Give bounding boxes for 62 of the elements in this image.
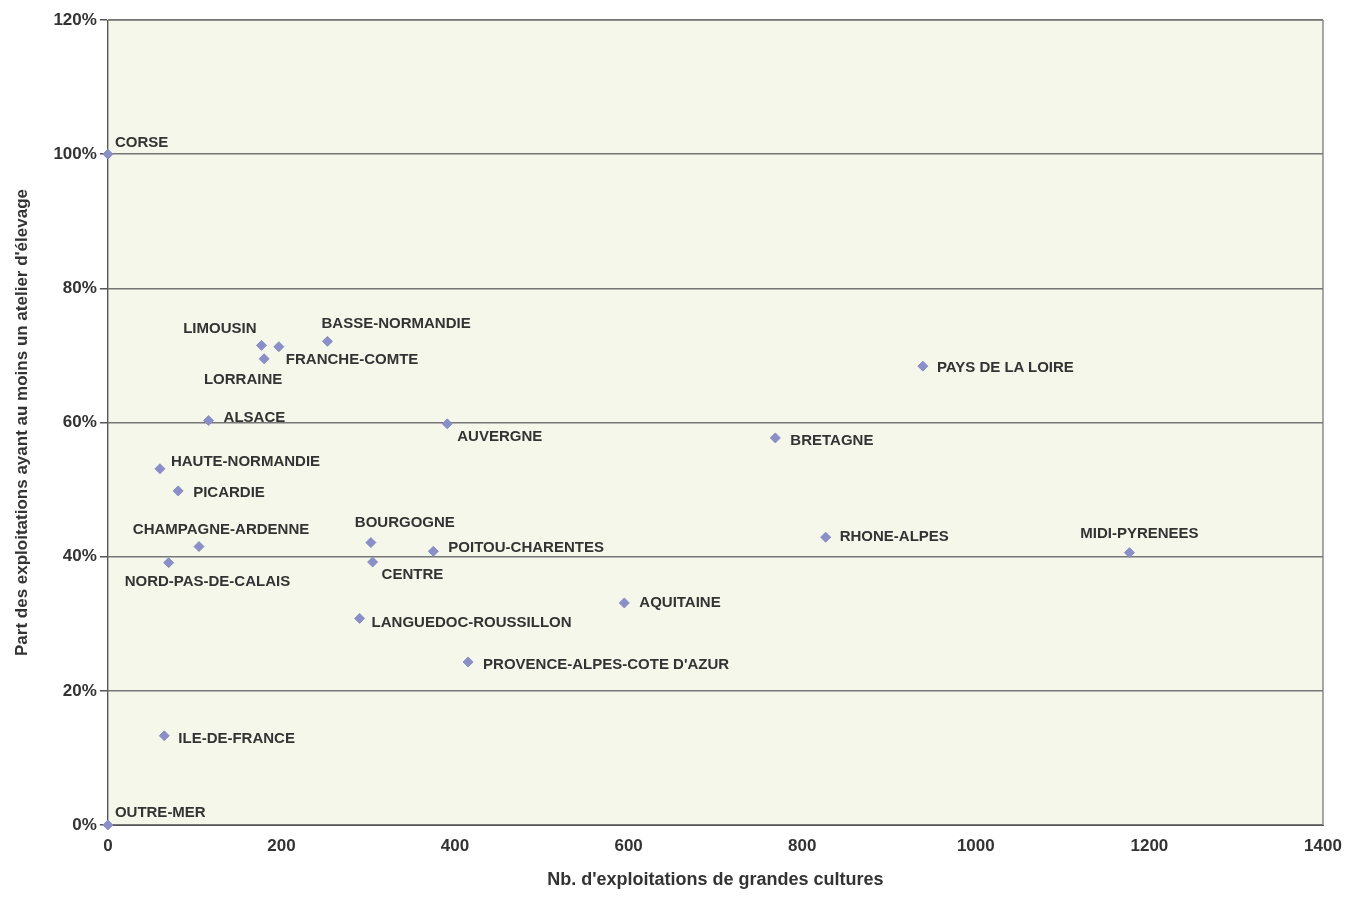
point xyxy=(193,541,205,553)
annotation: CENTRE xyxy=(381,565,444,583)
x-tick-label: 200 xyxy=(267,835,296,855)
point xyxy=(917,360,929,372)
y-tick-label: 40% xyxy=(62,546,97,566)
y-tick-label: 0% xyxy=(72,814,97,834)
x-tick-label: 1400 xyxy=(1304,835,1342,855)
annotation: CORSE xyxy=(114,133,169,151)
x-tick-label: 1000 xyxy=(956,835,995,855)
point xyxy=(158,730,170,742)
point xyxy=(365,537,377,549)
annotation: AUVERGNE xyxy=(457,426,543,444)
annotation: POITOU-CHARENTES xyxy=(448,538,604,556)
point xyxy=(256,339,268,351)
x-tick-label: 0 xyxy=(103,835,113,855)
annotation: FRANCHE-COMTE xyxy=(285,349,419,367)
point xyxy=(1123,547,1135,559)
annotation: BASSE-NORMANDIE xyxy=(321,314,471,332)
y-tick-label: 60% xyxy=(62,412,97,432)
y-tick-label: 100% xyxy=(53,143,97,163)
annotation: PROVENCE-ALPES-COTE D'AZUR xyxy=(483,655,730,673)
annotation: LANGUEDOC-ROUSSILLON xyxy=(371,612,572,630)
annotation: OUTRE-MER xyxy=(114,803,206,821)
point xyxy=(354,612,366,624)
point xyxy=(618,597,630,609)
point xyxy=(172,485,184,497)
point xyxy=(321,335,333,347)
point xyxy=(102,148,114,160)
y-axis-title: Part des exploitations ayant au moins un atelier d'élevage xyxy=(11,189,31,656)
point xyxy=(769,432,781,444)
point xyxy=(462,656,474,668)
point xyxy=(273,341,285,353)
x-tick-label: 1200 xyxy=(1130,835,1169,855)
annotation: HAUTE-NORMANDIE xyxy=(170,451,321,469)
point xyxy=(367,556,379,568)
annotation: ILE-DE-FRANCE xyxy=(178,728,295,746)
x-tick-label: 600 xyxy=(614,835,643,855)
y-tick-label: 20% xyxy=(62,680,97,700)
annotation: PICARDIE xyxy=(193,483,265,501)
x-axis-title: Nb. d'exploitations de grandes cultures xyxy=(547,869,884,890)
annotation: BRETAGNE xyxy=(790,431,874,449)
point xyxy=(203,414,215,426)
point xyxy=(154,463,166,475)
annotation: PAYS DE LA LOIRE xyxy=(936,358,1074,376)
y-tick-label: 120% xyxy=(53,9,97,29)
annotation: BOURGOGNE xyxy=(354,512,455,530)
point xyxy=(163,557,175,569)
point xyxy=(820,531,832,543)
x-tick-label: 400 xyxy=(440,835,470,855)
point xyxy=(258,353,270,365)
annotation: AQUITAINE xyxy=(639,593,721,611)
annotation: LORRAINE xyxy=(203,369,283,387)
point xyxy=(427,545,439,557)
point xyxy=(441,418,453,430)
x-tick-label: 800 xyxy=(788,835,817,855)
annotation: LIMOUSIN xyxy=(183,319,257,337)
annotation: CHAMPAGNE-ARDENNE xyxy=(132,519,310,537)
annotation: NORD-PAS-DE-CALAIS xyxy=(124,571,291,589)
y-tick-label: 80% xyxy=(62,278,97,298)
annotation: ALSACE xyxy=(223,407,286,425)
annotation: MIDI-PYRENEES xyxy=(1080,523,1199,541)
annotation: RHONE-ALPES xyxy=(839,527,949,545)
